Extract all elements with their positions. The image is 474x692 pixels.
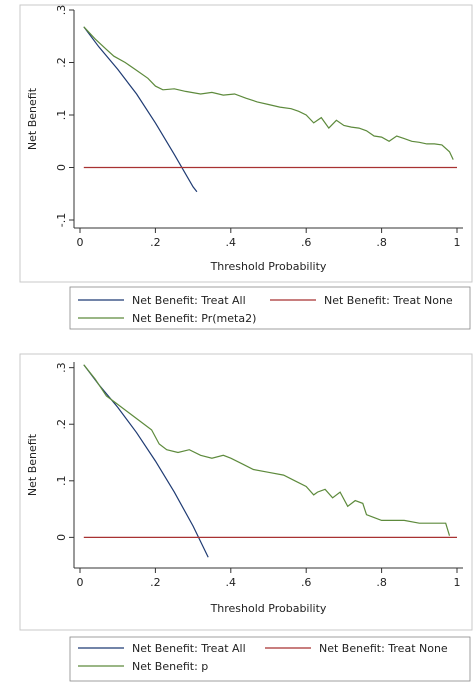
- x-axis-title: Threshold Probability: [210, 602, 327, 615]
- legend-label: Net Benefit: Treat All: [132, 642, 246, 655]
- legend-label: Net Benefit: Treat All: [132, 294, 246, 307]
- chart-1: -.1 0 .1 .2 .3 0 .2 .4 .6 .8 1 Threshold Probabilit…: [19, 4, 473, 330]
- y-tick-label: .1: [55, 110, 68, 121]
- legend-box: [69, 636, 471, 682]
- series-line-3: [83, 364, 451, 536]
- x-tick-label: .8: [376, 236, 387, 249]
- legend-label: Net Benefit: Treat None: [324, 294, 453, 307]
- legend-label: Net Benefit: Treat None: [319, 642, 448, 655]
- x-tick-label: 0: [77, 576, 84, 589]
- y-tick-label: 0: [55, 164, 68, 171]
- y-tick-label: .1: [55, 476, 68, 487]
- chart-frame: [19, 353, 473, 631]
- x-tick-label: .4: [226, 236, 237, 249]
- x-tick-label: .4: [226, 576, 237, 589]
- y-axis-title: Net Benefit: [26, 87, 39, 150]
- y-tick-label: 0: [55, 534, 68, 541]
- x-tick-label: .6: [301, 576, 312, 589]
- x-axis-title: Threshold Probability: [210, 260, 327, 273]
- y-tick-label: -.1: [55, 213, 68, 227]
- legend-label: Net Benefit: p: [132, 660, 208, 673]
- y-tick-label: .2: [55, 57, 68, 68]
- series-line-3: [83, 26, 454, 160]
- y-tick-label: .3: [55, 362, 68, 373]
- x-tick-label: .2: [150, 576, 161, 589]
- y-tick-label: .2: [55, 419, 68, 430]
- y-axis-title: Net Benefit: [26, 433, 39, 496]
- chart-frame: [19, 4, 473, 283]
- x-tick-label: 1: [454, 236, 461, 249]
- x-tick-label: .8: [376, 576, 387, 589]
- y-tick-label: .3: [55, 5, 68, 16]
- x-tick-label: .2: [150, 236, 161, 249]
- x-tick-label: 0: [77, 236, 84, 249]
- legend-label: Net Benefit: Pr(meta2): [132, 312, 256, 325]
- series-line-1: [83, 26, 198, 193]
- chart-2: 0 .1 .2 .3 0 .2 .4 .6 .8 1 Threshold Probability Ne…: [19, 353, 473, 682]
- x-tick-label: 1: [454, 576, 461, 589]
- x-tick-label: .6: [301, 236, 312, 249]
- legend-box: [69, 286, 471, 330]
